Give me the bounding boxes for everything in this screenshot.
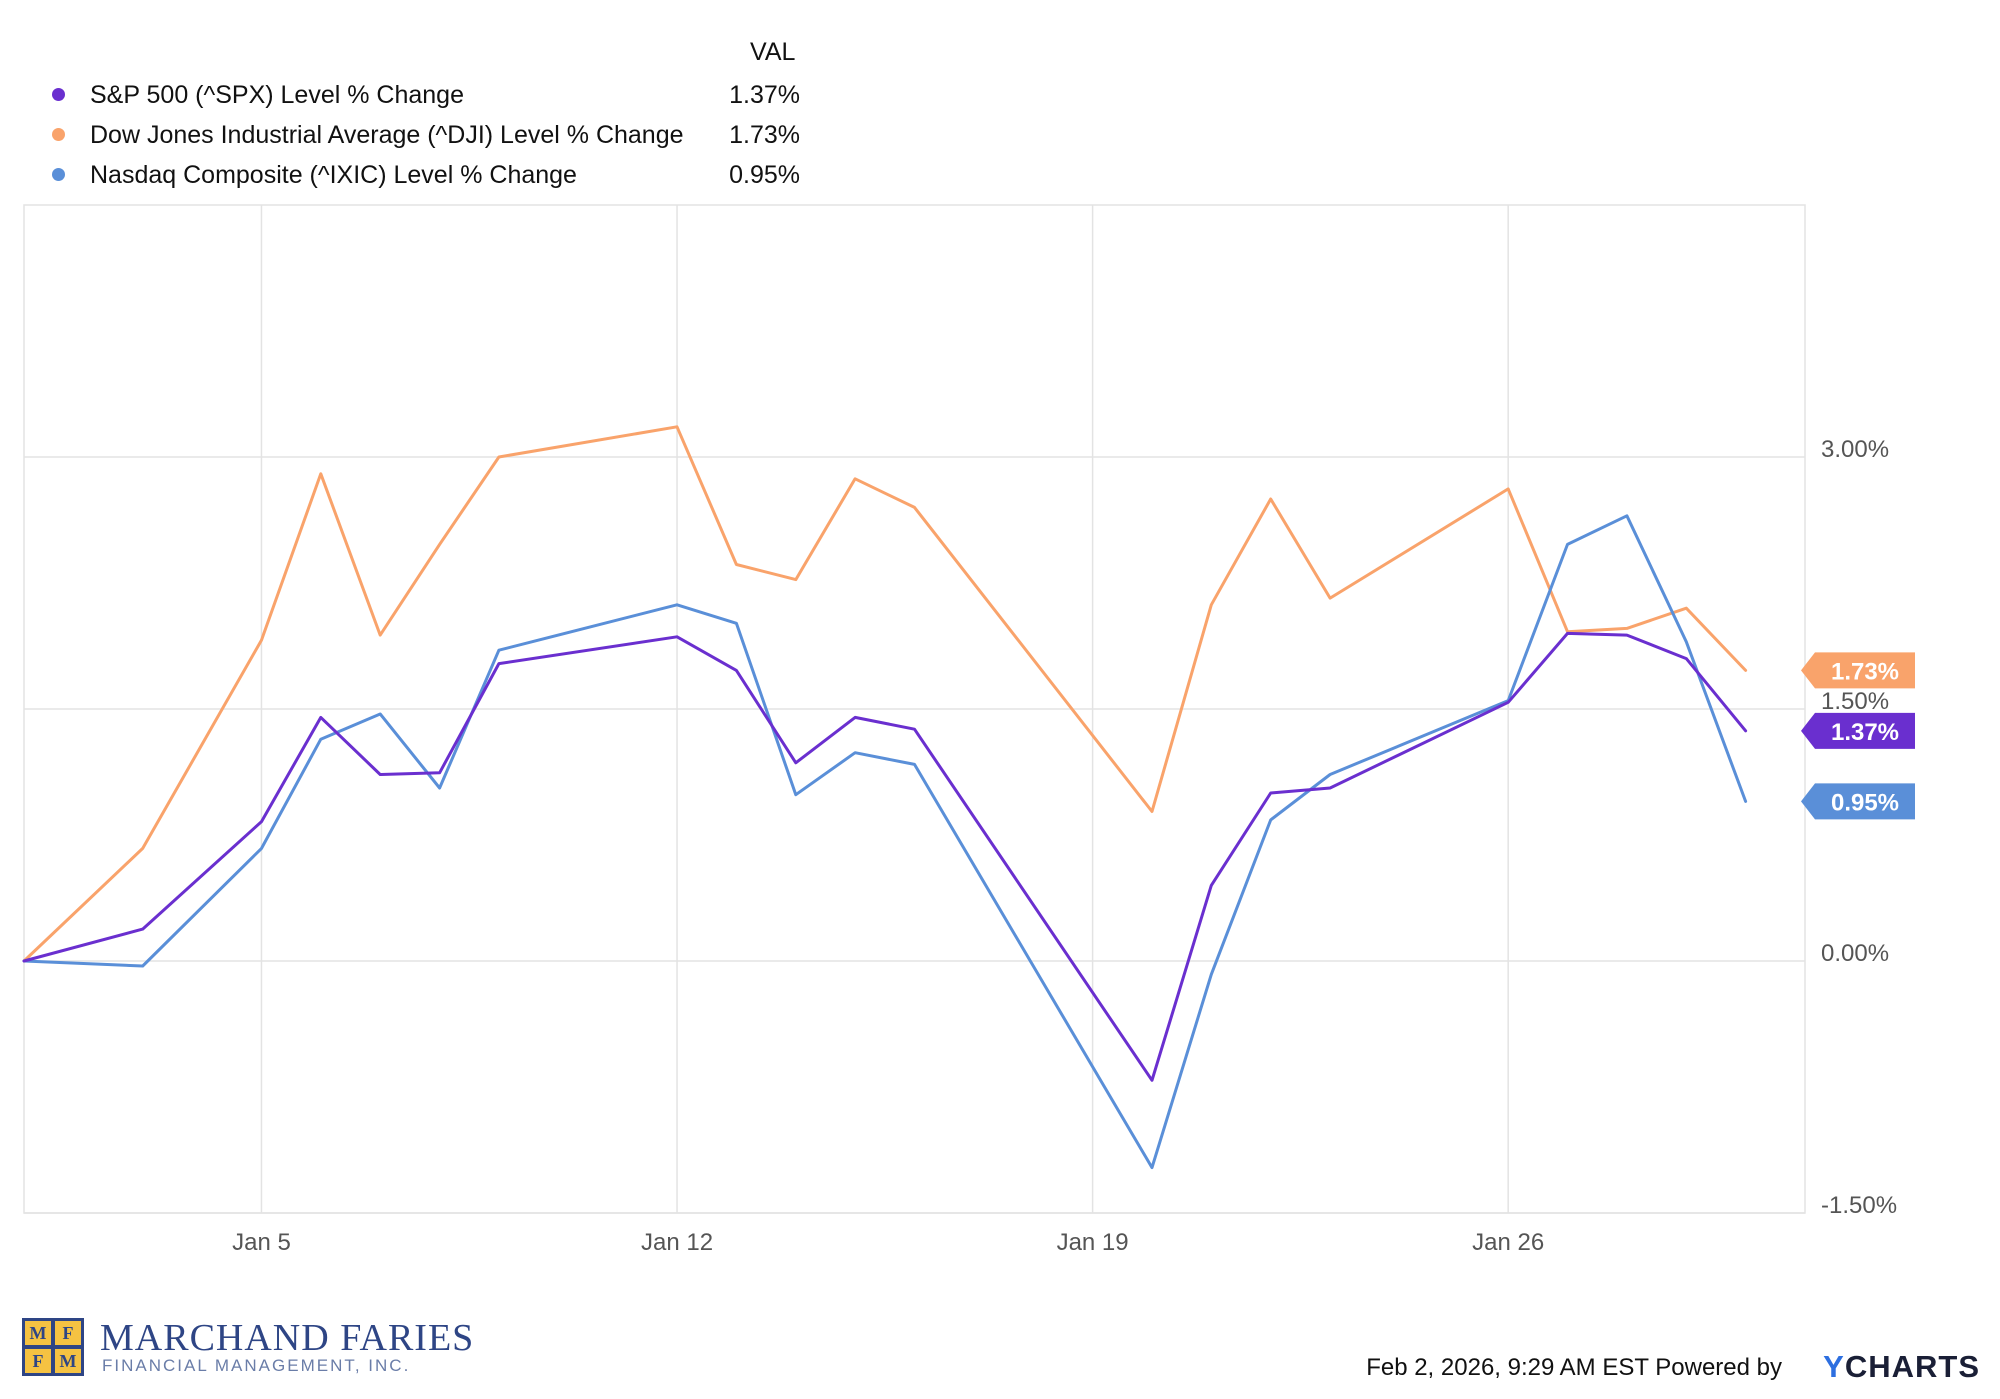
- logo-letter-2: F: [55, 1321, 81, 1345]
- ycharts-logo-y: Y: [1823, 1349, 1845, 1384]
- legend-value-dji: 1.73%: [729, 121, 800, 149]
- y-tick-label: -1.50%: [1821, 1192, 1897, 1219]
- legend-value-spx: 1.37%: [729, 81, 800, 109]
- x-tick-label: Jan 5: [232, 1229, 291, 1256]
- legend-label-spx: S&P 500 (^SPX) Level % Change: [90, 81, 464, 109]
- legend-label-dji: Dow Jones Industrial Average (^DJI) Leve…: [90, 121, 684, 149]
- y-tick-label: 3.00%: [1821, 436, 1889, 463]
- y-tick-label: 0.00%: [1821, 940, 1889, 967]
- x-tick-label: Jan 19: [1057, 1229, 1129, 1256]
- value-badge-bg-1: [1801, 652, 1915, 689]
- legend-dot-ixic: [52, 168, 65, 181]
- grid-lines: [23, 204, 1806, 1214]
- series-lines: [22, 425, 1748, 1170]
- legend-label-ixic: Nasdaq Composite (^IXIC) Level % Change: [90, 161, 577, 189]
- value-badge-bg-2: [1801, 783, 1915, 820]
- logo-letter-1: M: [25, 1321, 51, 1345]
- legend-item-spx[interactable]: S&P 500 (^SPX) Level % Change 1.37%: [40, 76, 800, 116]
- x-tick-label: Jan 26: [1472, 1229, 1544, 1256]
- legend-item-dji[interactable]: Dow Jones Industrial Average (^DJI) Leve…: [40, 116, 800, 156]
- series-line-1: [22, 425, 1748, 963]
- value-badge-bg-0: [1801, 712, 1915, 749]
- logo-letter-4: M: [55, 1349, 81, 1373]
- legend-header: VAL: [750, 38, 796, 66]
- company-name: MARCHAND FARIES: [100, 1317, 475, 1359]
- y-tick-label: 1.50%: [1821, 688, 1889, 715]
- axis-labels: 3.00% 1.50% 0.00% -1.50% Jan 5 Jan 12 Jan 19 Ja…: [232, 436, 1897, 1256]
- timestamp: Feb 2, 2026, 9:29 AM EST Powered by: [1366, 1354, 1782, 1381]
- value-badge-label-1: 1.73%: [1831, 658, 1899, 685]
- legend-dot-spx: [52, 88, 65, 101]
- value-badges: 1.37% 1.73% 0.95%: [1801, 652, 1915, 820]
- logo-mark-icon: M F F M: [22, 1318, 84, 1376]
- company-subtitle: FINANCIAL MANAGEMENT, INC.: [102, 1356, 411, 1375]
- ycharts-logo-text: CHARTS: [1844, 1349, 1980, 1384]
- legend-value-ixic: 0.95%: [729, 161, 800, 189]
- value-badge-label-0: 1.37%: [1831, 719, 1899, 746]
- legend-dot-dji: [52, 128, 65, 141]
- company-logo: M F F M MARCHAND FARIES FINANCIAL MANAGE…: [22, 1316, 492, 1376]
- series-line-2: [22, 514, 1748, 1170]
- value-badge-label-2: 0.95%: [1831, 789, 1899, 816]
- series-line-0: [22, 631, 1748, 1082]
- logo-letter-3: F: [25, 1349, 51, 1373]
- x-tick-label: Jan 12: [641, 1229, 713, 1256]
- legend-item-ixic[interactable]: Nasdaq Composite (^IXIC) Level % Change …: [40, 156, 800, 196]
- ycharts-logo[interactable]: YCHARTS: [1823, 1349, 1980, 1385]
